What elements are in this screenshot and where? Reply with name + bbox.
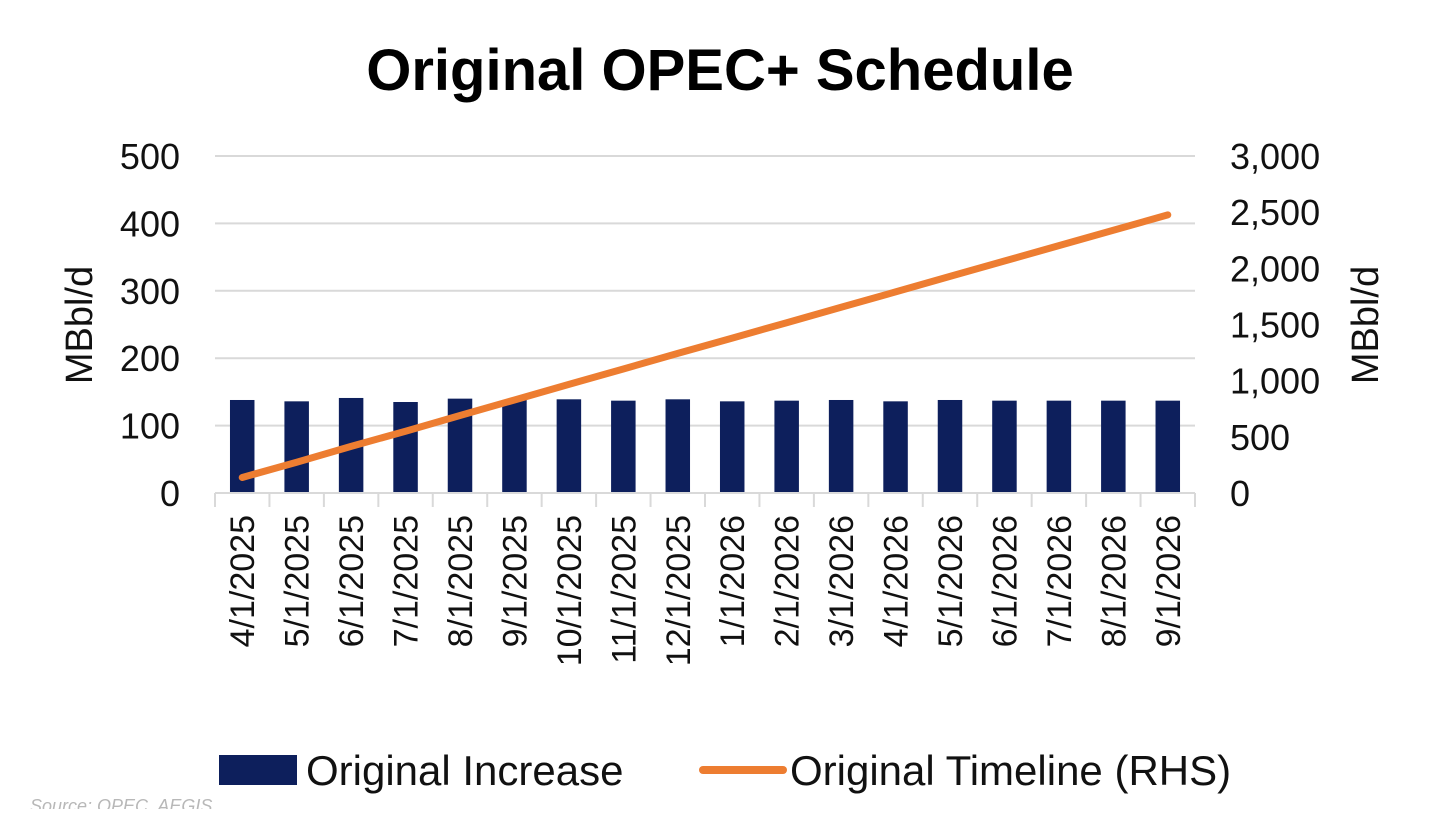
x-tick-label: 4/1/2025 (224, 515, 262, 647)
x-tick-label: 11/1/2025 (605, 515, 643, 664)
y-right-tick-label: 500 (1230, 417, 1290, 458)
x-axis-ticks: 4/1/2025 5/1/2025 6/1/2025 7/1/2025 8/1/2025… (224, 515, 1188, 666)
chart-title: Original OPEC+ Schedule (366, 38, 1073, 103)
gridlines (215, 155, 1195, 427)
bar (611, 400, 636, 493)
bar (1046, 400, 1072, 493)
x-tick-label: 1/1/2026 (714, 515, 752, 647)
x-tick-label: 8/1/2025 (442, 515, 480, 647)
y-right-tick-label: 0 (1230, 473, 1250, 514)
y-axis-left-title: MBbl/d (59, 266, 101, 384)
legend-swatch-bar (219, 755, 297, 785)
legend: Original Increase Original Timeline (RHS… (219, 747, 1231, 794)
source-note: Source: OPEC, AEGIS (30, 796, 212, 809)
x-tick-label: 5/1/2026 (932, 515, 970, 647)
x-tick-label: 5/1/2025 (279, 515, 317, 647)
y-left-tick-label: 400 (120, 203, 180, 244)
bar (937, 399, 963, 493)
axes (214, 492, 1196, 507)
bar (719, 401, 745, 493)
y-right-tick-label: 3,000 (1230, 136, 1320, 177)
bar (1155, 400, 1181, 493)
y-left-tick-label: 200 (120, 338, 180, 379)
x-tick-label: 6/1/2025 (333, 515, 371, 647)
bar (556, 399, 582, 493)
line-series-original-timeline (238, 211, 1172, 481)
y-left-tick-label: 300 (120, 271, 180, 312)
y-axis-right-ticks: 0 500 1,000 1,500 2,000 2,500 3,000 (1230, 136, 1320, 514)
x-tick-label: 4/1/2026 (878, 515, 916, 647)
legend-item-original-increase: Original Increase (219, 747, 623, 794)
bar (992, 400, 1017, 493)
x-tick-label: 9/1/2026 (1150, 515, 1188, 647)
x-tick-label: 2/1/2026 (769, 515, 807, 647)
y-right-tick-label: 2,000 (1230, 248, 1320, 289)
bar (393, 402, 418, 493)
legend-label-original-increase: Original Increase (306, 747, 623, 794)
x-tick-label: 3/1/2026 (823, 515, 861, 647)
bar (665, 399, 691, 493)
y-right-tick-label: 1,500 (1230, 305, 1320, 346)
y-left-tick-label: 0 (160, 473, 180, 514)
bar (883, 401, 908, 493)
y-right-tick-label: 2,500 (1230, 192, 1320, 233)
x-tick-label: 7/1/2025 (388, 515, 426, 647)
legend-item-original-timeline: Original Timeline (RHS) (699, 747, 1231, 794)
y-right-tick-label: 1,000 (1230, 361, 1320, 402)
bar (1101, 400, 1126, 493)
y-left-tick-label: 100 (120, 406, 180, 447)
bar (502, 399, 527, 493)
x-tick-label: 12/1/2025 (660, 515, 698, 666)
legend-label-original-timeline: Original Timeline (RHS) (790, 747, 1231, 794)
x-tick-label: 9/1/2025 (496, 515, 534, 647)
y-left-tick-label: 500 (120, 136, 180, 177)
y-axis-right-title: MBbl/d (1345, 266, 1387, 384)
bar-series-original-increase (229, 397, 1181, 493)
x-tick-label: 7/1/2026 (1041, 515, 1079, 647)
bar (774, 400, 799, 493)
x-tick-label: 8/1/2026 (1095, 515, 1133, 647)
x-tick-label: 6/1/2026 (986, 515, 1024, 647)
bar (284, 401, 309, 493)
bar (828, 399, 854, 493)
line-original-timeline (238, 211, 1172, 481)
x-tick-label: 10/1/2025 (551, 515, 589, 666)
y-axis-left-ticks: 0 100 200 300 400 500 (120, 136, 180, 514)
